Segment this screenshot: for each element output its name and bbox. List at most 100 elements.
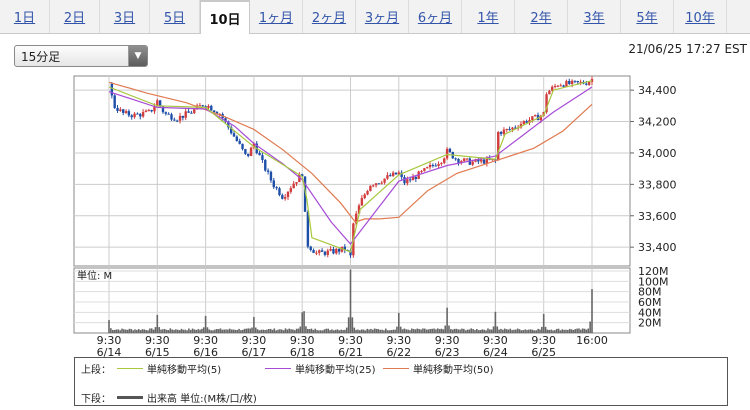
candle-body xyxy=(184,111,187,118)
x-tick-date: 6/15 xyxy=(145,346,170,358)
volume-bar xyxy=(145,330,147,333)
timestamp: 21/06/25 17:27 EST xyxy=(628,42,747,56)
volume-bar xyxy=(249,328,251,333)
tab-11[interactable]: 3年 xyxy=(568,0,621,33)
tab-10[interactable]: 2年 xyxy=(515,0,568,33)
volume-bar xyxy=(392,329,395,333)
volume-bar xyxy=(405,329,408,333)
candle-body xyxy=(320,250,324,252)
legend-swatch-volume xyxy=(117,396,143,399)
candle-body xyxy=(369,185,372,191)
volume-bar xyxy=(490,329,493,333)
x-tick-date: 6/23 xyxy=(435,346,460,358)
volume-bar xyxy=(455,328,458,333)
legend-label-sma25: 単純移動平均(25) xyxy=(295,365,376,376)
candle-body xyxy=(119,109,122,111)
volume-bar xyxy=(513,329,515,333)
candle-body xyxy=(406,179,409,184)
volume-bar xyxy=(591,289,593,333)
candle-body xyxy=(366,190,369,195)
volume-bar xyxy=(162,329,164,333)
candle-body xyxy=(522,121,526,124)
volume-bar xyxy=(347,317,350,333)
volume-bar xyxy=(121,328,123,333)
candle-body xyxy=(383,178,386,183)
volume-bar xyxy=(568,328,571,333)
tab-5[interactable]: 1ヶ月 xyxy=(250,0,303,33)
candle-body xyxy=(423,168,426,171)
tab-6[interactable]: 2ヶ月 xyxy=(303,0,356,33)
volume-bar xyxy=(284,328,287,333)
sma50-line xyxy=(108,81,593,223)
candle-body xyxy=(264,159,267,171)
volume-bar xyxy=(195,329,198,333)
tab-0[interactable]: 1日 xyxy=(0,0,50,33)
volume-bar xyxy=(581,328,584,333)
x-tick-time: 9:30 xyxy=(290,334,315,347)
volume-bar xyxy=(182,329,185,333)
x-tick-time: 9:30 xyxy=(145,334,170,347)
volume-bar xyxy=(210,330,212,333)
chevron-down-icon[interactable]: ▼ xyxy=(128,46,147,66)
tab-2[interactable]: 3日 xyxy=(100,0,150,33)
candle-body xyxy=(397,172,400,175)
tab-13[interactable]: 10年 xyxy=(674,0,727,33)
volume-bar xyxy=(349,269,352,333)
tab-12[interactable]: 5年 xyxy=(621,0,674,33)
candle-body xyxy=(167,113,170,115)
volume-bar xyxy=(559,330,562,333)
volume-bar xyxy=(529,329,532,333)
candle-body xyxy=(590,79,594,82)
tab-9[interactable]: 1年 xyxy=(462,0,515,33)
volume-bar xyxy=(554,330,556,333)
candle-body xyxy=(147,109,150,111)
price-volume-chart: 34,400 34,200 34,000 33,800 33,600 33,400 120M… xyxy=(73,75,677,358)
candle-body xyxy=(266,170,270,172)
candle-body xyxy=(479,159,483,162)
volume-bar xyxy=(468,329,471,333)
volume-bar xyxy=(113,329,116,333)
volume-bar xyxy=(301,312,303,333)
candle-body xyxy=(533,115,537,117)
volume-bar xyxy=(280,329,283,333)
candle-body xyxy=(130,115,133,118)
tab-4[interactable]: 10日 xyxy=(200,0,250,34)
volume-bar xyxy=(299,326,302,333)
volume-bar xyxy=(136,329,138,333)
volume-bar xyxy=(520,330,523,333)
interval-select[interactable]: 15分足 ▼ xyxy=(14,45,148,67)
tab-7[interactable]: 3ヶ月 xyxy=(356,0,409,33)
volume-bar xyxy=(124,329,127,333)
candle-body xyxy=(323,251,327,255)
candle-body xyxy=(391,172,395,177)
volume-bar xyxy=(383,330,385,333)
volume-bar xyxy=(318,330,320,333)
tab-1[interactable]: 2日 xyxy=(50,0,100,33)
candle-body xyxy=(565,80,568,87)
volume-bar xyxy=(167,330,170,333)
candle-body xyxy=(190,112,193,114)
candle-body xyxy=(161,106,165,113)
volume-bar xyxy=(371,329,374,333)
volume-bar xyxy=(464,330,467,333)
volume-bar xyxy=(355,329,357,333)
tab-3[interactable]: 5日 xyxy=(150,0,200,33)
candle-body xyxy=(465,158,469,160)
volume-bar xyxy=(585,329,588,333)
volume-bar xyxy=(531,329,534,333)
volume-bar xyxy=(377,329,380,333)
volume-bar xyxy=(223,329,225,333)
volume-bar xyxy=(539,329,541,333)
volume-bar xyxy=(437,328,439,333)
volume-bar xyxy=(323,329,326,333)
candle-body xyxy=(289,188,293,192)
legend-item-sma25: 単純移動平均(25) xyxy=(265,361,376,376)
candle-body xyxy=(198,105,202,107)
candle-body xyxy=(414,176,418,179)
volume-bar xyxy=(461,328,463,333)
candle-body xyxy=(505,128,508,130)
tab-8[interactable]: 6ヶ月 xyxy=(409,0,462,33)
volume-bar xyxy=(396,326,398,333)
candle-body xyxy=(434,165,437,167)
volume-bar xyxy=(163,329,166,333)
